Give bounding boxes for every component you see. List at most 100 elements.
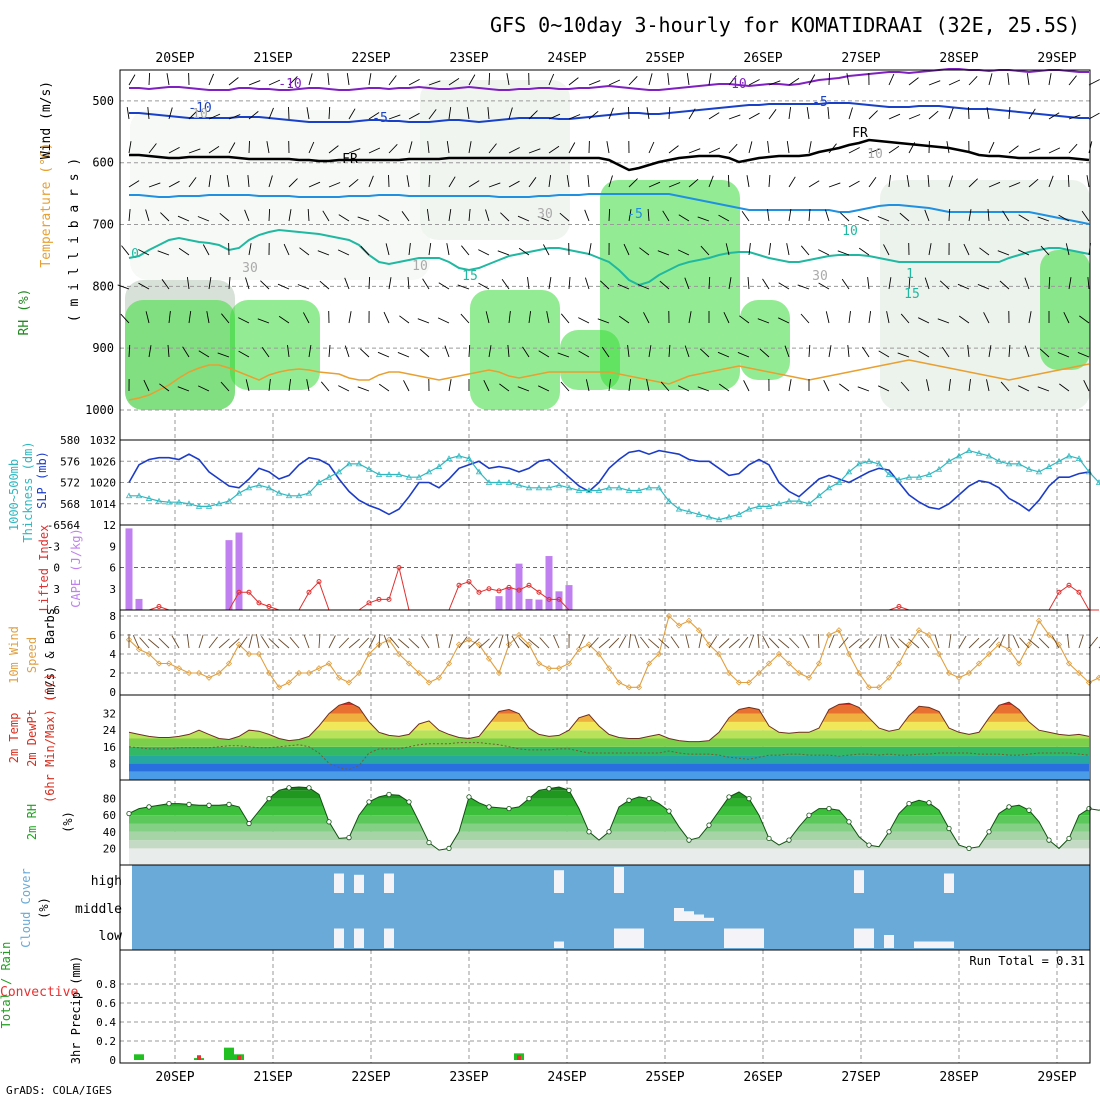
thickness-point [355,460,363,467]
wind-barb [618,315,630,324]
wind-barb [528,148,541,154]
wind-barb [578,350,590,358]
wind-barb [628,209,632,222]
rh-point [926,800,932,806]
cloud-level-label: low [99,929,123,944]
wind-barb [397,351,410,358]
thickness-point [285,492,293,499]
wind-barb [208,73,215,86]
surface-wind-barb [1019,637,1030,649]
wind-speed-point [285,679,293,686]
wind-speed-point [625,684,633,691]
cloud-middle-block [704,917,714,921]
wind-barb [166,73,170,86]
wind-barb [1048,73,1052,86]
contour-label: FR [342,152,358,167]
wind-barb [688,178,699,188]
surface-wind-barb [1051,635,1060,649]
thickness-tick-label: 572 [60,477,80,490]
wind-barb [767,141,770,154]
surface-wind-barb [828,634,835,649]
wind-barb [160,212,170,222]
wind-speed-point [515,631,523,639]
wind-speed-point [695,627,703,634]
wind-barb [708,73,712,86]
wind-barb [448,209,452,222]
wind-barb [800,245,810,256]
wind-barb [338,214,350,222]
surface-wind-barb [618,635,627,649]
thickness-point [715,516,723,523]
wind-barb [987,208,990,222]
thickness-title-label: 1000~500mb [7,459,21,531]
thickness-point [1015,460,1023,467]
wind-speed-point [655,650,663,658]
wind-barb [221,313,230,324]
surface-wind-barb [890,636,900,649]
surface-wind-barb [511,635,520,649]
surface-wind-barb [1012,635,1020,649]
wind-barb [138,282,150,290]
wind-barb [327,73,330,86]
wind-barb [927,174,930,188]
surface-wind-barb [640,636,650,649]
wind-speed-point [1045,631,1053,639]
wind-barb [958,315,970,324]
wind-barb [788,107,792,120]
cloud-middle-block [694,914,704,921]
wind-barb [478,282,490,290]
chart-title: GFS 0~10day 3-hourly for KOMATIDRAAI (32… [490,13,1080,37]
wind-speed-point [735,679,743,686]
cape-bar [495,596,503,610]
thickness-point [165,498,173,505]
wind-barb [788,209,792,222]
wind-barb [878,350,890,358]
wind-barb [559,212,570,222]
thickness-point [915,473,923,480]
wind-barb [708,147,721,154]
wind-speed-point [605,665,613,672]
wind-barb [643,312,650,324]
wind-speed-point [145,650,153,658]
wind-barb [206,311,210,324]
rh-point [326,819,332,825]
surface-wind-barb [878,634,882,649]
rain-bar [134,1054,144,1060]
wind-barb [202,244,210,256]
wind-barb [1008,145,1019,154]
pressure-tick-label: 600 [92,156,114,170]
rh-point [226,801,232,808]
cloud-low-block [934,941,944,948]
wind-barb [825,311,830,324]
wind-barb [148,72,151,86]
wind-barb [1048,112,1060,120]
surface-wind-barb [998,634,1005,649]
wind-tick-label: 2 [109,667,116,680]
wind-barb [277,283,290,290]
wind-speed-point [185,669,193,677]
rh-point [986,829,992,835]
wind-barb [988,345,992,358]
wind-barb [1018,385,1030,392]
wind-speed-point [465,636,473,643]
lifted-index-point [236,589,242,595]
wind-barb [138,249,150,256]
rain-bar [224,1047,234,1060]
surface-wind-barb [148,638,160,649]
thickness-point [555,481,563,488]
wind-barb [818,249,830,256]
thickness-point [965,447,973,454]
rh-point [786,837,792,843]
wind-speed-point [555,665,563,672]
contour-label: 15 [904,287,920,302]
lifted-index-point [1066,582,1072,588]
lifted-index-point [476,589,482,595]
wind-barb [888,145,900,154]
wind-barb [1068,143,1078,154]
wind-barb [208,113,221,120]
wind-barb [1079,315,1090,324]
wind-barb [388,277,392,290]
cloud-level-label: high [91,874,122,889]
rh-point [586,829,592,835]
wind-barb [485,311,490,324]
